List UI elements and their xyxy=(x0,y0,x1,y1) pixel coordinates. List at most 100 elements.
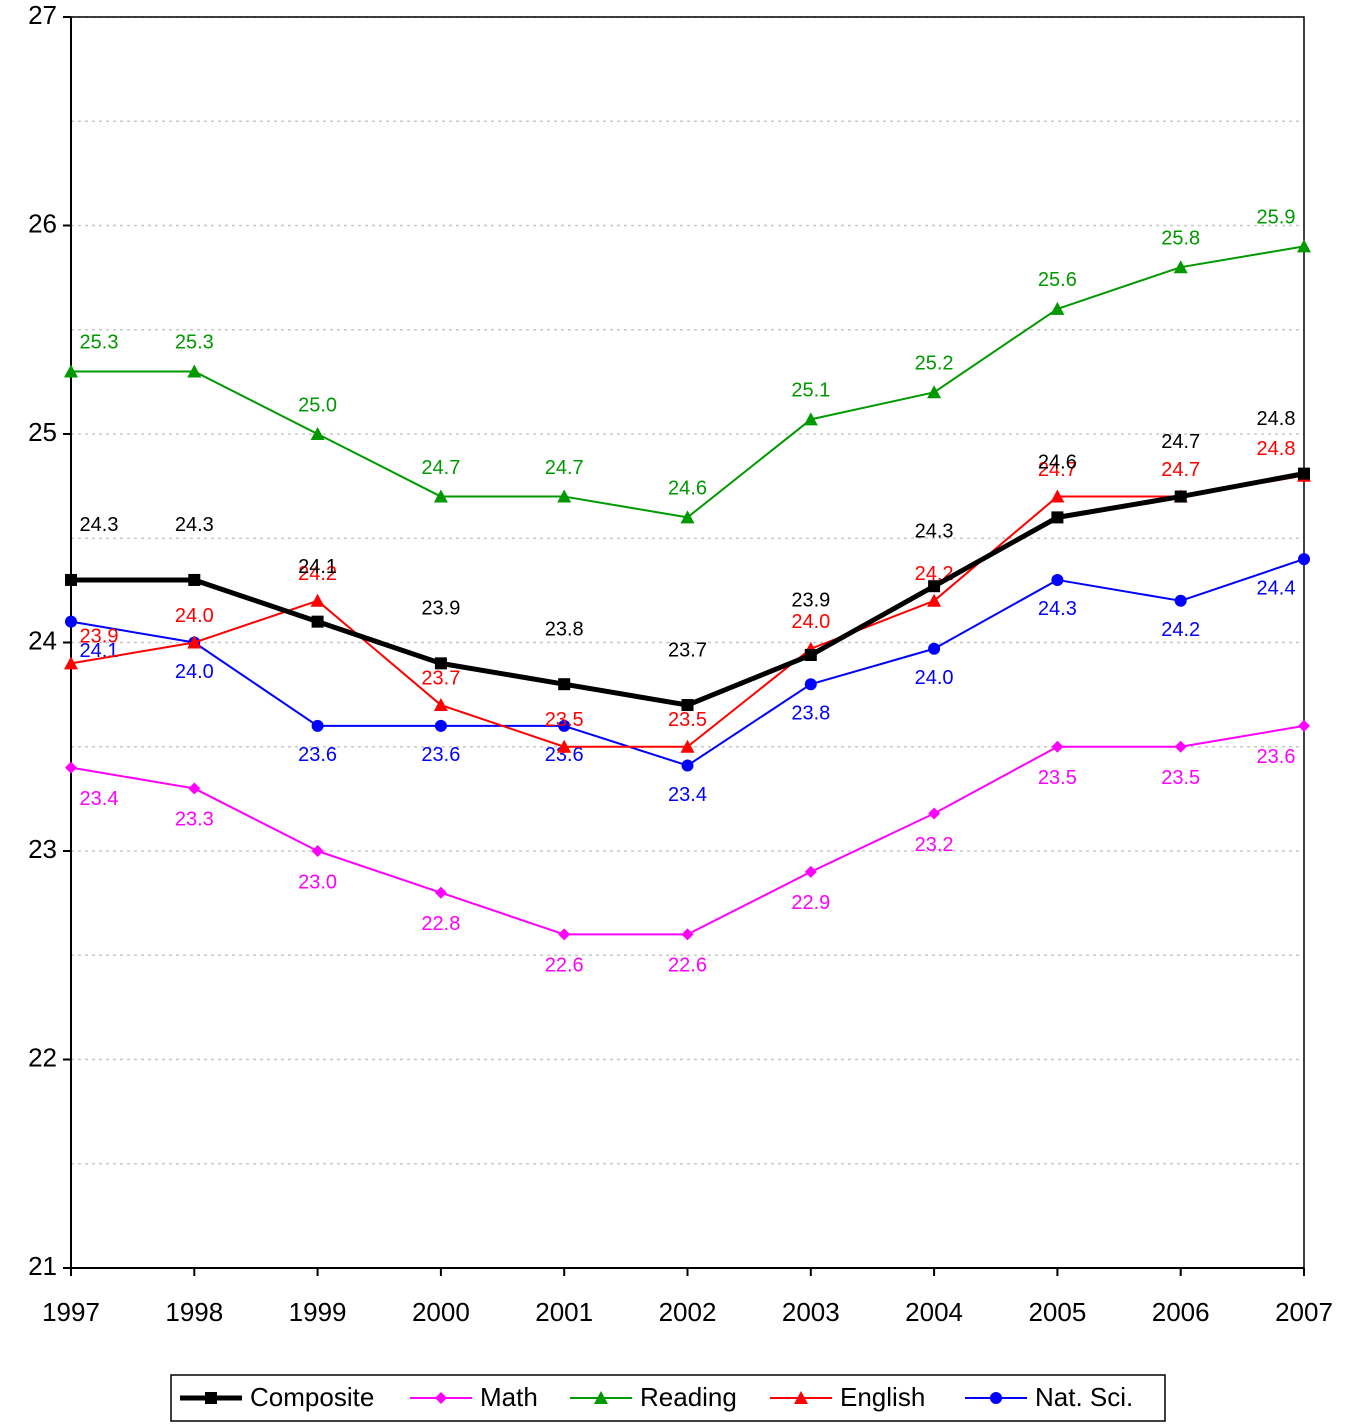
data-label: 25.1 xyxy=(791,380,830,402)
x-tick-label: 2007 xyxy=(1275,1297,1333,1327)
marker xyxy=(1298,467,1310,480)
data-label: 24.0 xyxy=(791,611,830,633)
x-tick-label: 2002 xyxy=(659,1297,717,1327)
data-label: 24.7 xyxy=(1038,459,1077,481)
marker xyxy=(434,657,447,670)
legend-label: Reading xyxy=(640,1382,737,1412)
marker xyxy=(433,489,448,503)
data-label: 24.7 xyxy=(1161,431,1200,453)
data-label: 24.1 xyxy=(298,556,337,578)
data-label: 23.0 xyxy=(298,871,337,893)
marker xyxy=(557,739,572,753)
marker xyxy=(803,412,818,426)
data-label: 24.0 xyxy=(175,661,214,683)
marker xyxy=(804,678,817,691)
data-label: 22.6 xyxy=(545,955,584,977)
marker xyxy=(433,698,448,712)
marker xyxy=(804,865,817,878)
data-label: 24.7 xyxy=(1161,459,1200,481)
marker xyxy=(187,364,202,378)
data-label: 22.9 xyxy=(791,892,830,914)
marker xyxy=(681,699,694,712)
legend: Composite Math Reading English Nat. Sci. xyxy=(170,1374,1166,1422)
data-label: 23.5 xyxy=(1038,767,1077,789)
data-label: 23.5 xyxy=(668,709,707,731)
data-label: 25.3 xyxy=(80,332,119,354)
data-label: 22.6 xyxy=(668,955,707,977)
data-label: 24.3 xyxy=(175,514,214,536)
data-label: 24.7 xyxy=(545,457,584,479)
marker xyxy=(1173,260,1188,274)
data-label: 23.6 xyxy=(545,744,584,766)
marker xyxy=(311,615,324,628)
data-label: 23.4 xyxy=(668,784,707,806)
marker xyxy=(804,649,817,662)
marker xyxy=(1174,594,1187,607)
y-tick-label: 27 xyxy=(28,0,57,30)
data-label: 24.7 xyxy=(421,457,460,479)
marker xyxy=(1051,740,1064,753)
marker xyxy=(434,719,447,732)
data-label: 23.9 xyxy=(791,589,830,611)
marker xyxy=(928,580,941,593)
data-label: 25.6 xyxy=(1038,269,1077,291)
data-label: 23.6 xyxy=(421,744,460,766)
data-label: 24.3 xyxy=(1038,598,1077,620)
y-tick-label: 23 xyxy=(28,834,57,864)
data-label: 24.6 xyxy=(1038,452,1077,474)
marker xyxy=(558,678,571,691)
x-tick-label: 1997 xyxy=(42,1297,100,1327)
marker xyxy=(1298,553,1310,566)
marker xyxy=(681,759,694,772)
marker xyxy=(680,739,695,753)
data-label: 24.8 xyxy=(1257,438,1296,460)
x-tick-label: 2004 xyxy=(905,1297,963,1327)
legend-label: Composite xyxy=(250,1382,374,1412)
marker xyxy=(927,593,942,607)
x-tick-label: 2001 xyxy=(535,1297,593,1327)
data-label: 25.0 xyxy=(298,394,337,416)
data-label: 23.8 xyxy=(791,702,830,724)
data-label: 23.6 xyxy=(298,744,337,766)
data-label: 23.4 xyxy=(80,788,119,810)
y-tick-label: 22 xyxy=(28,1042,57,1072)
y-tick-label: 24 xyxy=(28,625,57,655)
marker xyxy=(927,385,942,399)
data-label: 25.8 xyxy=(1161,227,1200,249)
marker xyxy=(557,489,572,503)
data-label: 24.0 xyxy=(915,667,954,689)
data-label: 24.2 xyxy=(1161,619,1200,641)
marker xyxy=(65,761,77,774)
marker xyxy=(188,573,201,586)
data-label: 24.8 xyxy=(1257,408,1296,430)
legend-box xyxy=(170,1374,1166,1422)
data-label: 23.7 xyxy=(668,639,707,661)
x-tick-label: 1999 xyxy=(289,1297,347,1327)
marker xyxy=(1050,489,1065,503)
marker xyxy=(794,1391,808,1404)
x-tick-label: 1998 xyxy=(165,1297,223,1327)
legend-label: English xyxy=(840,1382,925,1412)
marker xyxy=(65,573,77,586)
data-label: 24.3 xyxy=(80,514,119,536)
marker xyxy=(310,427,325,440)
data-label: 23.9 xyxy=(421,598,460,620)
marker xyxy=(64,656,78,670)
data-label: 25.2 xyxy=(915,353,954,375)
data-label: 23.7 xyxy=(421,667,460,689)
data-label: 24.2 xyxy=(298,563,337,585)
marker xyxy=(681,928,694,941)
data-label: 25.3 xyxy=(175,332,214,354)
data-label: 23.9 xyxy=(80,626,119,648)
marker xyxy=(205,1392,217,1404)
data-label: 24.3 xyxy=(915,520,954,542)
marker xyxy=(680,510,695,524)
data-label: 24.4 xyxy=(1257,577,1296,599)
marker xyxy=(1174,490,1187,503)
y-tick-label: 26 xyxy=(28,208,57,238)
marker xyxy=(594,1391,608,1404)
marker xyxy=(187,635,202,649)
marker xyxy=(434,886,447,899)
y-tick-label: 25 xyxy=(28,417,57,447)
